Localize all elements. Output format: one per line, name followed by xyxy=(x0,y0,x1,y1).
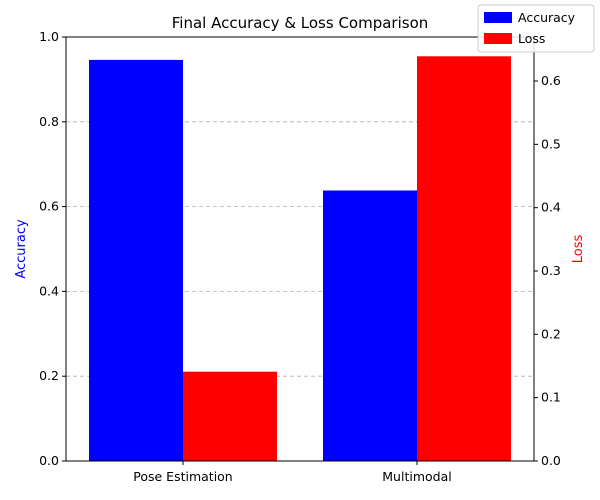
legend-label-accuracy: Accuracy xyxy=(518,10,576,25)
left-tick-label: 0.8 xyxy=(39,114,59,129)
x-tick-label: Pose Estimation xyxy=(133,469,232,484)
x-axis-ticks: Pose Estimation Multimodal xyxy=(133,461,452,484)
bars xyxy=(89,56,511,462)
right-tick-label: 0.4 xyxy=(541,200,561,215)
bar-loss-0 xyxy=(183,371,277,461)
right-tick-label: 0.1 xyxy=(541,390,561,405)
right-tick-label: 0.2 xyxy=(541,326,561,341)
right-tick-label: 0.6 xyxy=(541,73,561,88)
left-axis-ticks: 0.0 0.2 0.4 0.6 0.8 1.0 xyxy=(39,29,66,468)
right-tick-label: 0.3 xyxy=(541,263,561,278)
chart-title: Final Accuracy & Loss Comparison xyxy=(172,14,429,32)
left-tick-label: 1.0 xyxy=(39,29,59,44)
left-tick-label: 0.6 xyxy=(39,199,59,214)
right-axis-ticks: 0.0 0.1 0.2 0.3 0.4 0.5 0.6 xyxy=(534,73,561,468)
right-tick-label: 0.5 xyxy=(541,136,561,151)
legend-label-loss: Loss xyxy=(518,31,545,46)
left-tick-label: 0.0 xyxy=(39,453,59,468)
axes xyxy=(65,36,535,462)
bar-accuracy-1 xyxy=(323,190,417,461)
left-tick-label: 0.4 xyxy=(39,283,59,298)
legend-swatch-loss xyxy=(484,33,512,44)
right-tick-label: 0.0 xyxy=(541,453,561,468)
left-axis-label: Accuracy xyxy=(14,219,29,279)
bar-accuracy-0 xyxy=(89,59,183,462)
x-tick-label: Multimodal xyxy=(382,469,451,484)
legend: Accuracy Loss xyxy=(477,4,595,53)
right-axis-label: Loss xyxy=(571,235,586,264)
legend-swatch-accuracy xyxy=(484,12,512,23)
bar-loss-1 xyxy=(417,56,511,461)
left-tick-label: 0.2 xyxy=(39,368,59,383)
